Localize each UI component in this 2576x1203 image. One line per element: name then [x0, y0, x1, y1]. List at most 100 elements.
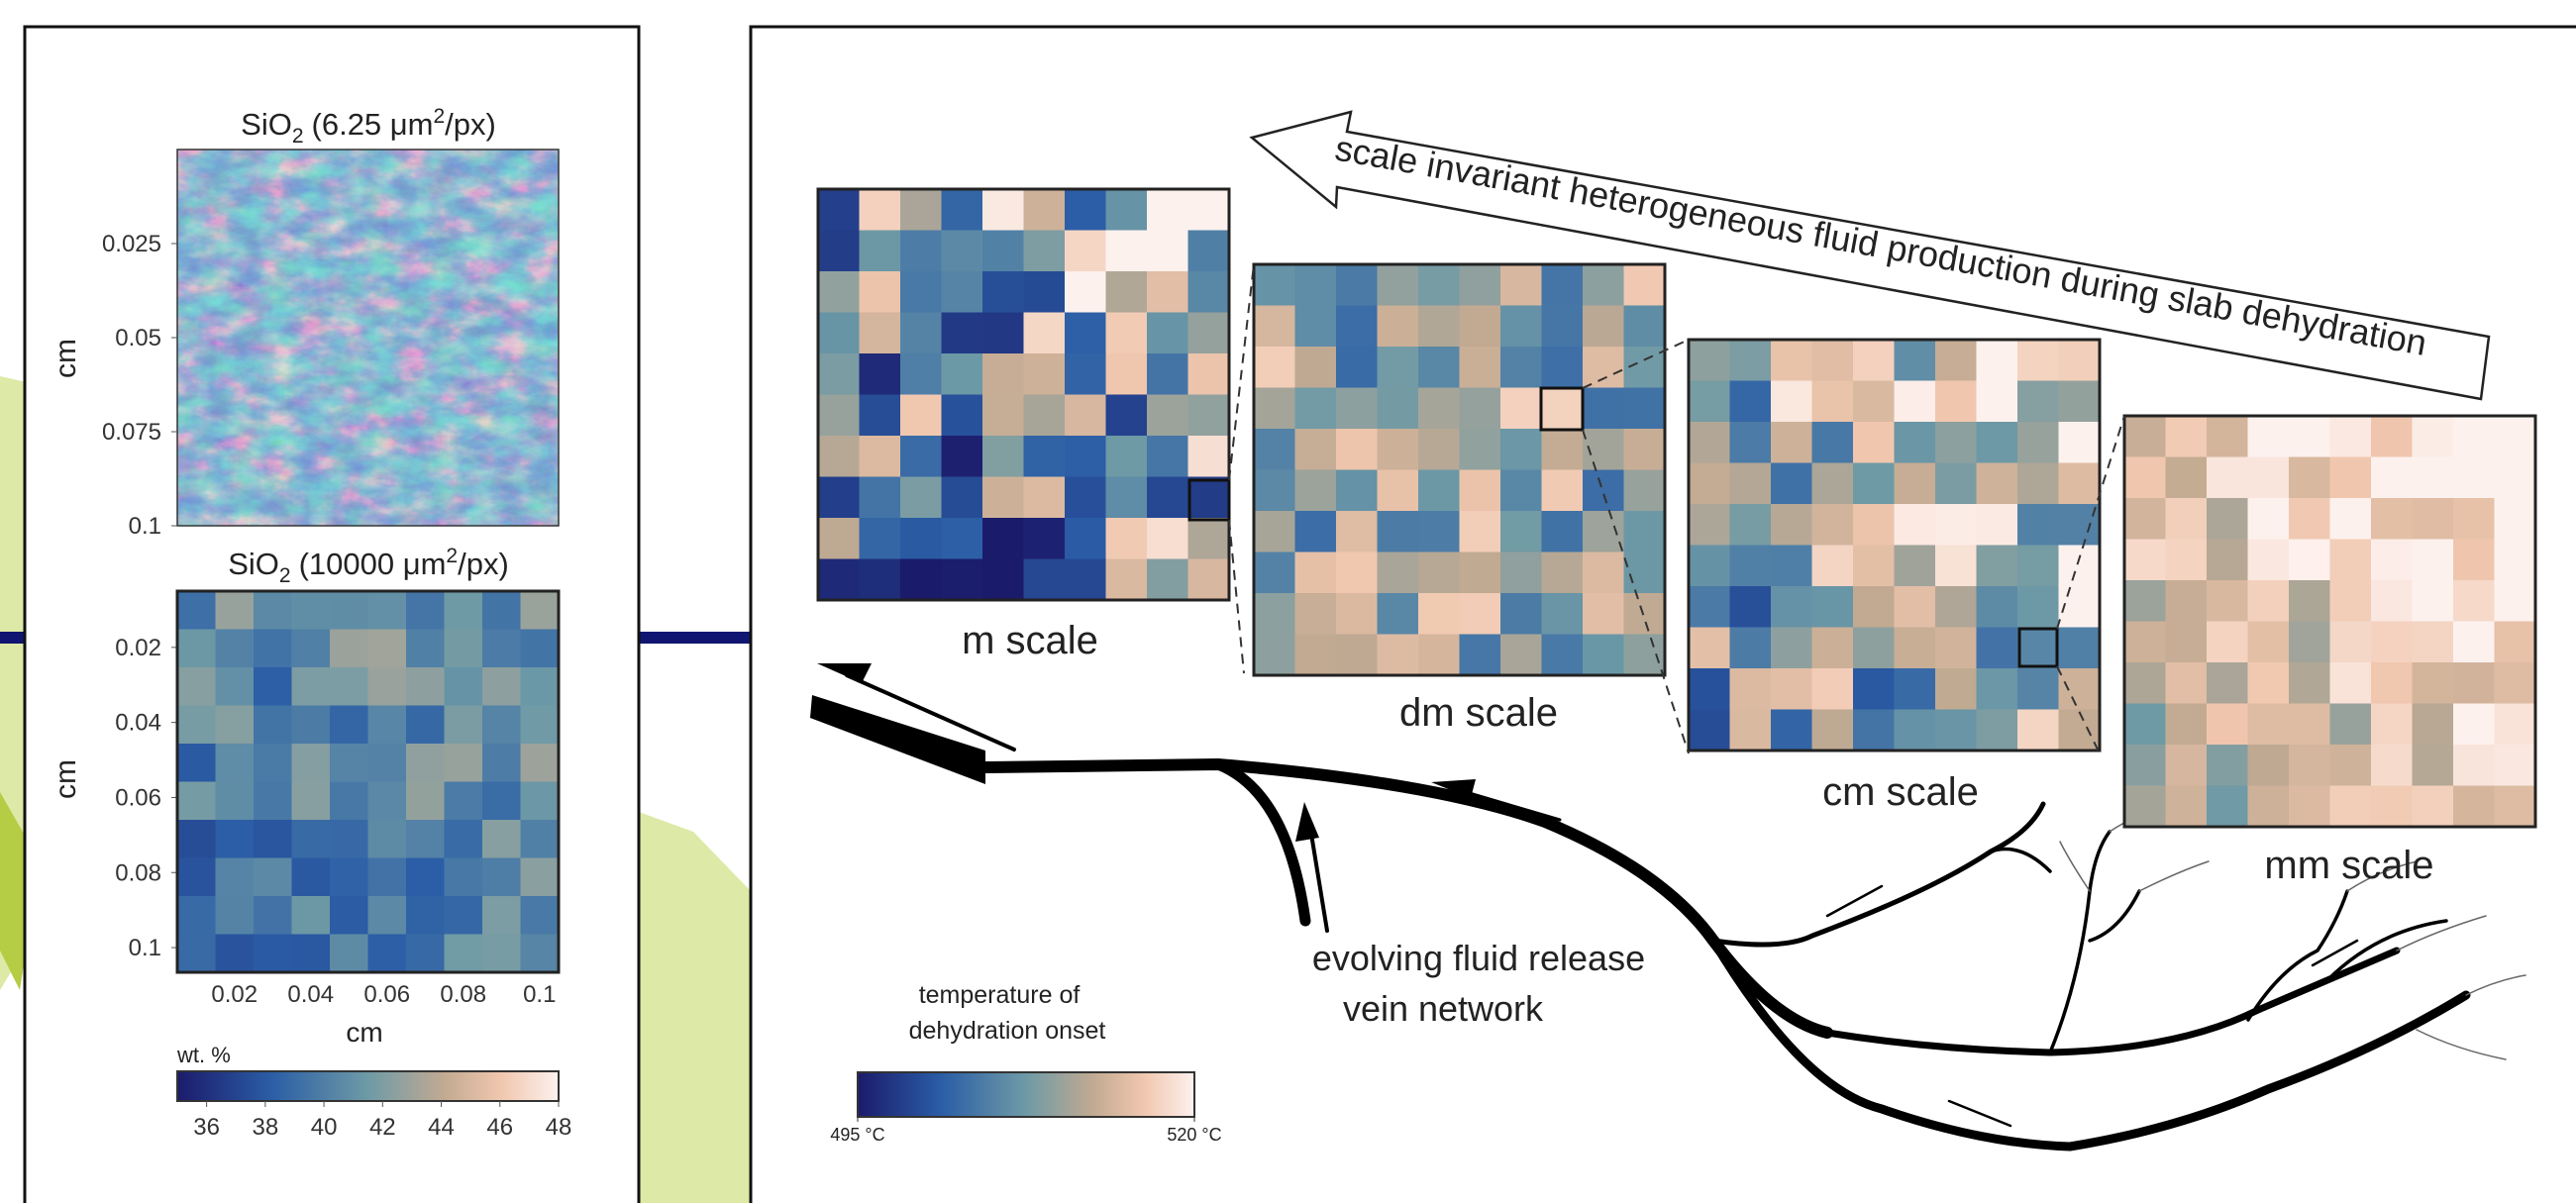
- pixel: [1418, 347, 1460, 388]
- pixel: [1542, 429, 1584, 470]
- pixel: [1895, 628, 1936, 669]
- pixel: [1977, 710, 2018, 752]
- pixel: [2124, 622, 2166, 663]
- pixel: [942, 395, 983, 437]
- pixel: [1295, 347, 1337, 388]
- pixel: [2059, 546, 2101, 587]
- pixel: [1418, 511, 1460, 552]
- pixel: [1624, 388, 1666, 430]
- pixel: [1106, 518, 1148, 559]
- pixel: [1624, 552, 1666, 594]
- pixel: [1977, 381, 2018, 423]
- pixel: [2124, 540, 2166, 581]
- pixel: [982, 271, 1024, 313]
- pixel: [2166, 416, 2208, 457]
- pixel: [1378, 347, 1419, 388]
- pixel: [1624, 511, 1666, 552]
- pixel: [818, 313, 860, 354]
- pixel: [254, 858, 292, 897]
- pixel: [860, 436, 901, 477]
- pixel: [2495, 416, 2536, 457]
- pixel: [1254, 306, 1295, 348]
- pixel: [1730, 546, 1772, 587]
- pixel: [216, 820, 255, 858]
- pixel: [942, 518, 983, 559]
- pixel: [1500, 264, 1542, 306]
- y-tick-label: 0.04: [115, 710, 161, 737]
- pixel: [2413, 662, 2454, 704]
- pixel: [860, 559, 901, 601]
- pixel: [368, 744, 407, 782]
- pixel: [216, 591, 255, 630]
- pixel: [1935, 381, 1977, 423]
- pixel: [1935, 628, 1977, 669]
- x-tick-label: 0.02: [211, 981, 258, 1008]
- y-tick-label: 0.06: [115, 784, 161, 811]
- pixel: [942, 477, 983, 519]
- pixel: [1583, 635, 1624, 676]
- pixel: [521, 744, 560, 782]
- pixel: [1024, 477, 1066, 519]
- pixel: [942, 313, 983, 354]
- pixel: [2124, 457, 2166, 499]
- pixel: [368, 630, 407, 668]
- pixel: [900, 313, 942, 354]
- pixel: [1024, 189, 1066, 231]
- pixel: [216, 896, 255, 935]
- pixel: [482, 706, 521, 745]
- pixel: [2248, 786, 2290, 828]
- pixel: [406, 896, 445, 935]
- pixel: [2166, 580, 2208, 622]
- y-tick-label: 0.05: [115, 325, 161, 351]
- pixel: [1106, 271, 1148, 313]
- pixel: [1378, 306, 1419, 348]
- pixel: [2453, 745, 2495, 786]
- pixel: [2017, 586, 2059, 628]
- pixel: [1295, 429, 1337, 470]
- pixel: [1853, 340, 1895, 381]
- colorbar-title: dehydration onset: [909, 1017, 1106, 1045]
- x-label: cm: [346, 1017, 382, 1048]
- pixel: [2207, 662, 2248, 704]
- y-tick-label: 0.025: [102, 231, 161, 257]
- pixel: [2207, 540, 2248, 581]
- pixel: [1336, 635, 1378, 676]
- pixel: [2124, 580, 2166, 622]
- pixel: [1147, 436, 1188, 477]
- pixel: [1689, 546, 1730, 587]
- pixel: [1188, 436, 1230, 477]
- pixel: [1542, 347, 1584, 388]
- pixel: [1188, 559, 1230, 601]
- pixel: [330, 667, 368, 706]
- pixel: [330, 820, 368, 858]
- pixel: [482, 782, 521, 821]
- pixel: [1771, 628, 1812, 669]
- pixel: [1895, 586, 1936, 628]
- pixel: [1500, 347, 1542, 388]
- pixel: [216, 935, 255, 973]
- pixel: [1188, 353, 1230, 395]
- pixel: [1106, 559, 1148, 601]
- pixel: [406, 935, 445, 973]
- pixel: [1935, 340, 1977, 381]
- pixel: [860, 477, 901, 519]
- pixel: [2453, 786, 2495, 828]
- pixel: [177, 706, 216, 745]
- pixel: [2207, 457, 2248, 499]
- pixel: [521, 591, 560, 630]
- colorbar-title: temperature of: [919, 981, 1081, 1009]
- pixel: [1935, 668, 1977, 710]
- pixel: [521, 858, 560, 897]
- page: SiO2(6.25 μm2/px) SiO2(10000 μm2/px) cm …: [0, 0, 2576, 1203]
- pixel: [177, 782, 216, 821]
- scale-label: cm scale: [1822, 770, 1979, 814]
- pixel: [216, 706, 255, 745]
- pixel: [2017, 668, 2059, 710]
- pixel: [2330, 745, 2372, 786]
- pixel: [1254, 511, 1295, 552]
- pixel: [818, 436, 860, 477]
- pixel: [292, 820, 331, 858]
- pixel: [1624, 429, 1666, 470]
- pixel: [177, 820, 216, 858]
- title-part: /px): [458, 547, 509, 581]
